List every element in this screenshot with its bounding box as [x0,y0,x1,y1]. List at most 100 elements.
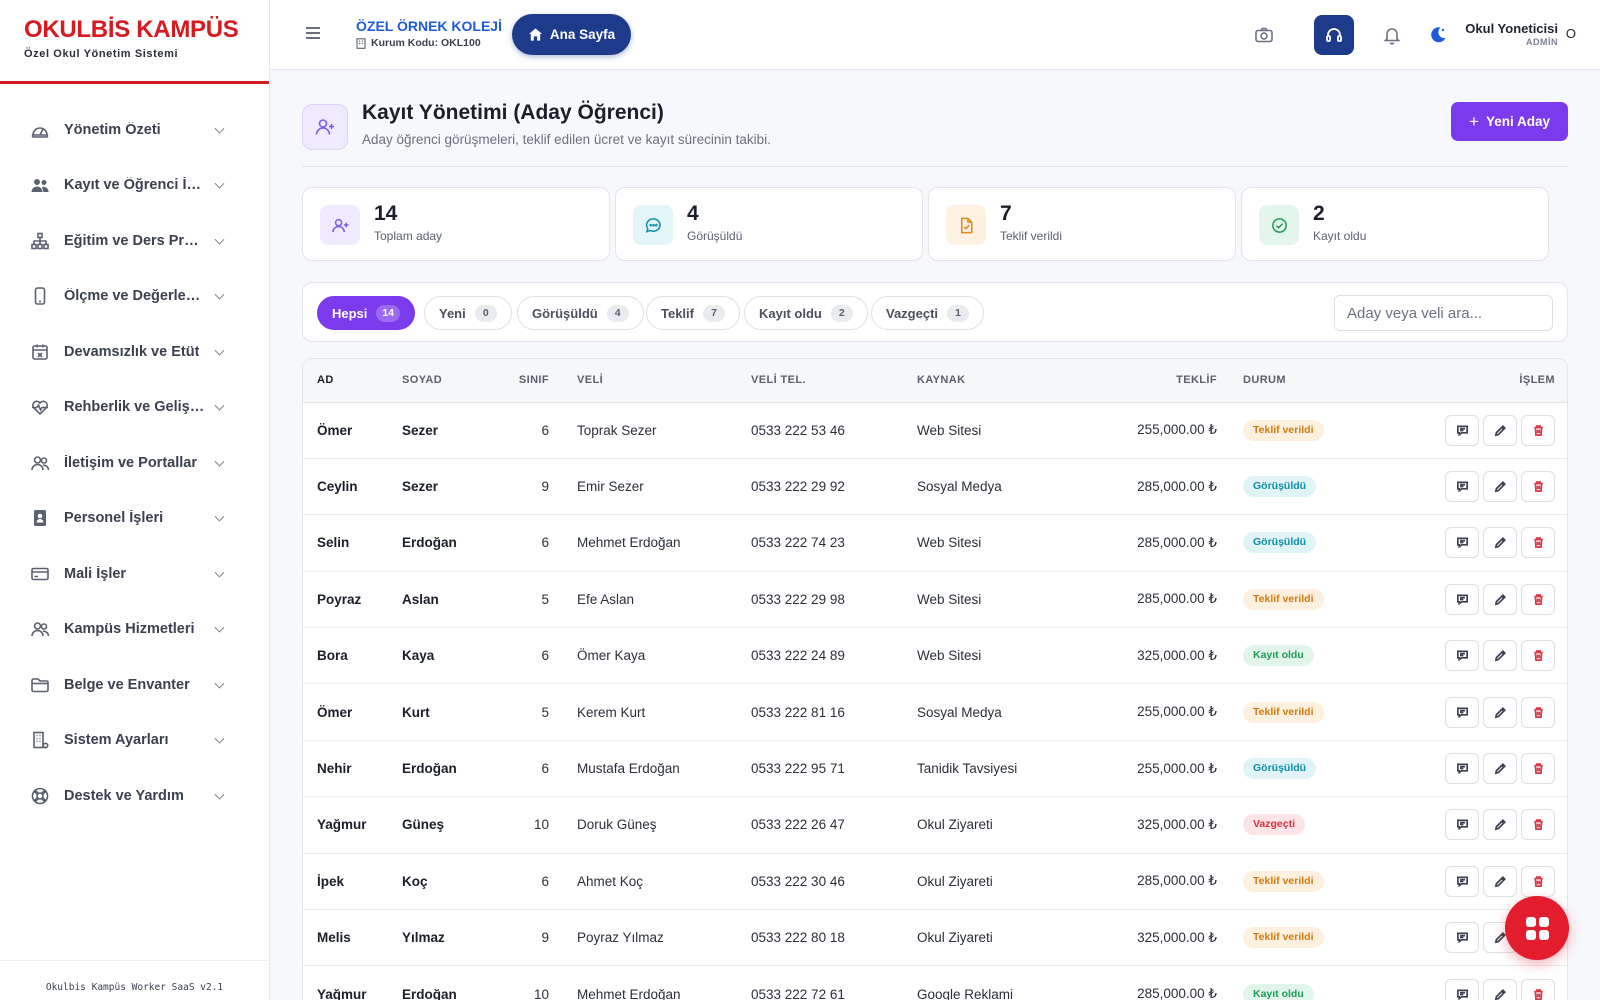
bell-icon[interactable] [1378,21,1406,49]
table-row[interactable]: Nehir Erdoğan 6 Mustafa Erdoğan 0533 222 95 … [303,740,1567,798]
headset-support-button[interactable] [1314,15,1354,55]
column-header-teklif[interactable]: TEKLİF [1095,359,1243,403]
edit-button[interactable] [1483,640,1517,672]
menu-toggle-icon[interactable] [306,27,320,39]
delete-button[interactable] [1521,865,1555,897]
new-candidate-button[interactable]: + Yeni Aday [1451,102,1568,141]
note-button[interactable] [1445,865,1479,897]
edit-button[interactable] [1483,865,1517,897]
chevron-down-icon[interactable] [214,733,225,744]
table-row[interactable]: Yağmur Güneş 10 Doruk Güneş 0533 222 26 47 Ok… [303,796,1567,854]
sidebar-item-10[interactable]: Kampüs Hizmetleri [0,602,269,658]
user-info[interactable]: Okul Yoneticisi ADMİN [1465,21,1558,47]
delete-button[interactable] [1521,583,1555,615]
column-header-ad[interactable]: AD [303,359,402,403]
delete-button[interactable] [1521,527,1555,559]
sidebar-item-9[interactable]: Mali İşler [0,546,269,602]
moon-icon[interactable] [1424,21,1452,49]
table-row[interactable]: Melis Yılmaz 9 Poyraz Yılmaz 0533 222 80 18 O… [303,909,1567,967]
filter-chip-6[interactable]: Vazgeçti 1 [871,296,985,330]
sidebar-item-11[interactable]: Belge ve Envanter [0,657,269,713]
chevron-down-icon[interactable] [214,567,225,578]
column-header-tel[interactable]: VELİ TEL. [751,359,917,403]
table-row[interactable]: Poyraz Aslan 5 Efe Aslan 0533 222 29 98 Web S… [303,571,1567,629]
note-button[interactable] [1445,809,1479,841]
column-header-sinif[interactable]: SINIF [498,359,577,403]
edit-button[interactable] [1483,753,1517,785]
chevron-down-icon[interactable] [214,622,225,633]
search-input[interactable] [1334,295,1553,331]
sidebar-item-3[interactable]: Eğitim ve Ders Prog... [0,213,269,269]
table-row[interactable]: Ömer Kurt 5 Kerem Kurt 0533 222 81 16 Sosyal … [303,683,1567,741]
chevron-down-icon[interactable] [214,234,225,245]
camera-icon[interactable] [1250,21,1278,49]
cell-durum: Teklif verildi [1243,853,1418,911]
edit-button[interactable] [1483,471,1517,503]
filter-chip-1[interactable]: Hepsi 14 [317,296,416,330]
brand-logo[interactable]: OKULBİS KAMPÜS [24,16,239,43]
chevron-down-icon[interactable] [214,123,225,134]
edit-button[interactable] [1483,583,1517,615]
sidebar-item-8[interactable]: Personel İşleri [0,491,269,547]
delete-button[interactable] [1521,640,1555,672]
edit-button[interactable] [1483,978,1517,1000]
edit-button[interactable] [1483,527,1517,559]
filter-chip-3[interactable]: Görüşüldü 4 [517,296,644,330]
table-row[interactable]: Selin Erdoğan 6 Mehmet Erdoğan 0533 222 74 2… [303,514,1567,572]
column-header-durum[interactable]: DURUM [1243,359,1418,403]
note-button[interactable] [1445,527,1479,559]
note-button[interactable] [1445,978,1479,1000]
note-button[interactable] [1445,696,1479,728]
chevron-down-icon[interactable] [214,789,225,800]
check-circle-icon [1259,205,1299,245]
sidebar-item-7[interactable]: İletişim ve Portallar [0,435,269,491]
delete-button[interactable] [1521,414,1555,446]
apps-fab-button[interactable] [1505,896,1569,960]
sidebar-item-6[interactable]: Rehberlik ve Gelişim [0,380,269,436]
chevron-down-icon[interactable] [214,289,225,300]
sidebar-item-13[interactable]: Destek ve Yardım [0,768,269,824]
note-button[interactable] [1445,471,1479,503]
sidebar-item-1[interactable]: Yönetim Özeti [0,102,269,158]
edit-button[interactable] [1483,414,1517,446]
edit-button[interactable] [1483,809,1517,841]
column-header-veli[interactable]: VELİ [577,359,751,403]
chevron-down-icon[interactable] [214,345,225,356]
table-row[interactable]: İpek Koç 6 Ahmet Koç 0533 222 30 46 Okul Ziya… [303,853,1567,911]
sidebar-item-2[interactable]: Kayıt ve Öğrenci İşl... [0,158,269,214]
table-row[interactable]: Ceylin Sezer 9 Emir Sezer 0533 222 29 92 Sosy… [303,458,1567,516]
chevron-down-icon[interactable] [214,178,225,189]
delete-button[interactable] [1521,696,1555,728]
filter-chip-5[interactable]: Kayıt oldu 2 [744,296,868,330]
table-row[interactable]: Bora Kaya 6 Ömer Kaya 0533 222 24 89 Web Site… [303,627,1567,685]
delete-button[interactable] [1521,753,1555,785]
chevron-down-icon[interactable] [214,511,225,522]
filter-chip-4[interactable]: Teklif 7 [646,296,740,330]
home-button[interactable]: Ana Sayfa [512,14,631,55]
chevron-down-icon[interactable] [214,456,225,467]
sidebar-item-label: Ölçme ve Değerlen... [64,288,206,305]
sidebar-item-12[interactable]: Sistem Ayarları [0,713,269,769]
note-button[interactable] [1445,583,1479,615]
delete-button[interactable] [1521,978,1555,1000]
delete-button[interactable] [1521,809,1555,841]
note-button[interactable] [1445,753,1479,785]
edit-button[interactable] [1483,696,1517,728]
building-icon [28,728,52,752]
note-button[interactable] [1445,640,1479,672]
table-row[interactable]: Ömer Sezer 6 Toprak Sezer 0533 222 53 46 Web … [303,402,1567,459]
sidebar-item-5[interactable]: Devamsızlık ve Etüt [0,324,269,380]
filter-chip-2[interactable]: Yeni 0 [424,296,512,330]
note-button[interactable] [1445,922,1479,954]
chevron-down-icon[interactable] [214,400,225,411]
column-header-soyad[interactable]: SOYAD [402,359,498,403]
cell-veli: Mustafa Erdoğan [577,740,751,798]
delete-button[interactable] [1521,471,1555,503]
column-header-kaynak[interactable]: KAYNAK [917,359,1095,403]
avatar[interactable]: O [1565,26,1576,41]
table-row[interactable]: Yağmur Erdoğan 10 Mehmet Erdoğan 0533 222 72… [303,965,1567,1000]
note-button[interactable] [1445,414,1479,446]
cell-tel: 0533 222 80 18 [751,909,917,967]
chevron-down-icon[interactable] [214,678,225,689]
sidebar-item-4[interactable]: Ölçme ve Değerlen... [0,269,269,325]
